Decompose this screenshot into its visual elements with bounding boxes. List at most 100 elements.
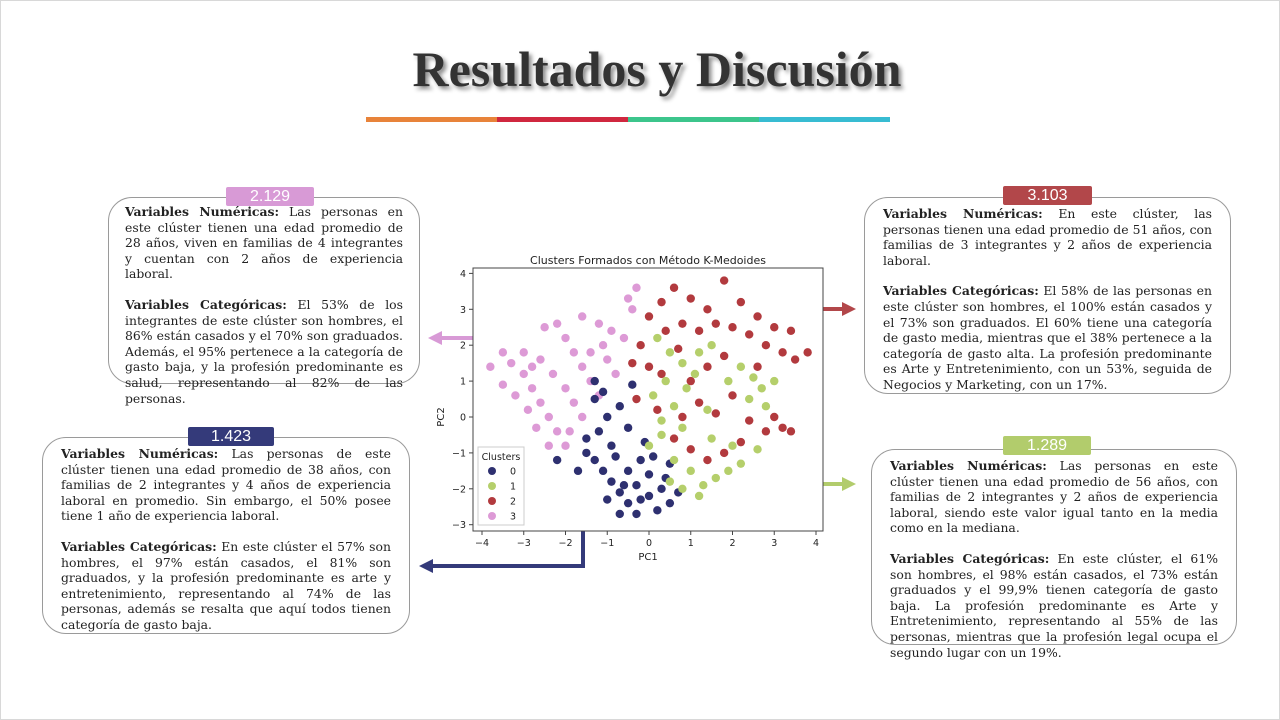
point-cluster-1 — [678, 423, 687, 432]
point-cluster-2 — [669, 434, 679, 443]
point-cluster-2 — [761, 427, 771, 436]
point-cluster-0 — [653, 506, 662, 515]
point-cluster-3 — [519, 369, 528, 379]
point-cluster-2 — [728, 391, 737, 400]
point-cluster-3 — [632, 283, 641, 292]
point-cluster-1 — [665, 348, 675, 357]
cluster-card-red: Variables Numéricas: En este clúster, la… — [864, 197, 1231, 394]
x-axis-label: PC1 — [638, 552, 657, 563]
point-cluster-2 — [736, 437, 746, 447]
underline-segment — [497, 117, 628, 122]
legend-title: Clusters — [482, 452, 521, 463]
cluster-badge-pink: 2.129 — [226, 187, 314, 206]
point-cluster-2 — [736, 297, 746, 307]
point-cluster-2 — [703, 305, 712, 314]
point-cluster-3 — [544, 412, 553, 422]
y-tick-label: −2 — [452, 484, 466, 495]
point-cluster-0 — [607, 477, 616, 486]
point-cluster-3 — [598, 341, 608, 350]
point-cluster-2 — [761, 341, 771, 350]
point-cluster-3 — [569, 398, 579, 407]
point-cluster-1 — [724, 466, 733, 476]
chart-title: Clusters Formados con Método K-Medoides — [530, 254, 766, 267]
legend-label: 0 — [510, 467, 516, 478]
categorical-text: El 58% de las personas en este clúster s… — [883, 283, 1212, 392]
point-cluster-0 — [615, 488, 624, 497]
point-cluster-2 — [711, 319, 720, 328]
point-cluster-2 — [678, 319, 687, 328]
point-cluster-1 — [745, 394, 754, 404]
point-cluster-3 — [552, 427, 562, 436]
numeric-text: Las personas en este clúster tienen una … — [890, 458, 1218, 536]
point-cluster-0 — [611, 452, 620, 461]
legend-marker-2 — [488, 497, 496, 505]
y-tick-label: 0 — [460, 413, 466, 424]
point-cluster-2 — [770, 323, 779, 332]
point-cluster-2 — [674, 344, 683, 353]
point-cluster-1 — [657, 416, 666, 425]
point-cluster-3 — [507, 358, 516, 368]
point-cluster-1 — [669, 455, 679, 465]
point-cluster-0 — [636, 455, 645, 465]
underline-segment — [759, 117, 890, 122]
point-cluster-3 — [569, 348, 579, 357]
point-cluster-0 — [632, 481, 641, 490]
point-cluster-2 — [790, 355, 800, 364]
point-cluster-1 — [736, 362, 746, 371]
numeric-text: Las personas en este clúster tienen una … — [125, 204, 403, 282]
point-cluster-1 — [644, 441, 654, 450]
point-cluster-1 — [657, 430, 666, 440]
point-cluster-1 — [690, 369, 700, 379]
point-cluster-0 — [615, 509, 624, 519]
point-cluster-3 — [628, 305, 637, 314]
categorical-label: Variables Categóricas: — [61, 538, 217, 554]
numeric-label: Variables Numéricas: — [890, 458, 1047, 473]
y-tick-label: −3 — [452, 520, 466, 531]
point-cluster-2 — [778, 423, 787, 432]
x-tick-label: −3 — [517, 538, 531, 549]
point-cluster-1 — [753, 445, 762, 454]
point-cluster-2 — [686, 294, 695, 303]
categorical-text: En este clúster, el 61% son hombres, el … — [890, 550, 1218, 660]
point-cluster-1 — [736, 459, 746, 468]
scatter-chart: Clusters Formados con Método K-Medoides … — [436, 254, 824, 563]
point-cluster-2 — [753, 312, 762, 321]
point-cluster-2 — [770, 412, 779, 422]
cluster-badge-green: 1.289 — [1003, 436, 1091, 455]
point-cluster-1 — [678, 358, 687, 368]
point-cluster-0 — [632, 509, 641, 519]
point-cluster-2 — [786, 326, 796, 336]
categorical-label: Variables Categóricas: — [125, 296, 287, 312]
legend-label: 2 — [510, 497, 516, 508]
point-cluster-3 — [611, 369, 620, 379]
legend-marker-1 — [488, 482, 496, 490]
point-cluster-2 — [694, 398, 704, 407]
point-cluster-3 — [536, 355, 545, 364]
categorical-text: El 53% de los integrantes de este clúste… — [125, 296, 403, 406]
title-underline — [366, 117, 890, 122]
point-cluster-0 — [598, 466, 608, 476]
point-cluster-3 — [498, 348, 508, 357]
point-cluster-3 — [523, 405, 533, 415]
point-cluster-2 — [644, 362, 654, 371]
point-cluster-1 — [761, 402, 771, 411]
y-tick-label: 4 — [460, 269, 466, 280]
point-cluster-2 — [719, 276, 729, 285]
point-cluster-1 — [648, 391, 658, 400]
plot-area — [472, 267, 824, 532]
y-tick-label: 2 — [460, 341, 466, 352]
categorical-label: Variables Categóricas: — [890, 550, 1050, 566]
point-cluster-2 — [703, 362, 712, 371]
categorical-label: Variables Categóricas: — [883, 283, 1039, 299]
y-tick-label: 3 — [460, 305, 466, 316]
y-tick-label: 1 — [460, 377, 466, 388]
point-cluster-2 — [653, 405, 662, 415]
point-cluster-0 — [648, 452, 658, 461]
point-cluster-3 — [511, 391, 520, 400]
point-cluster-0 — [623, 423, 633, 432]
point-cluster-1 — [653, 333, 662, 343]
point-cluster-2 — [719, 351, 729, 361]
point-cluster-2 — [686, 376, 695, 386]
legend: Clusters 0 1 2 3 — [477, 446, 525, 526]
point-cluster-2 — [778, 348, 787, 357]
